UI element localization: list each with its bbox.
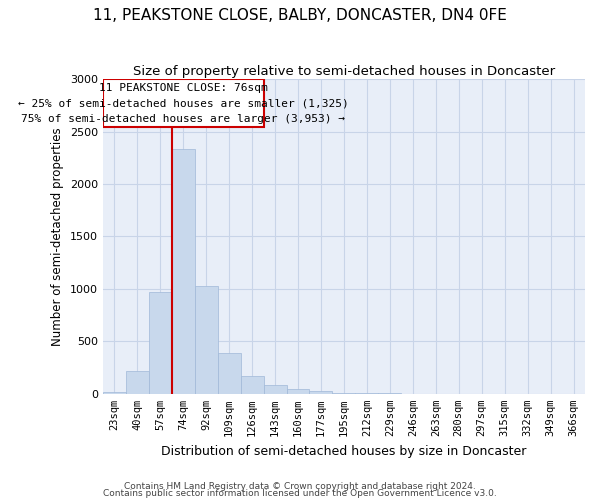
Bar	[218, 353, 241, 394]
X-axis label: Distribution of semi-detached houses by size in Doncaster: Distribution of semi-detached houses by …	[161, 444, 527, 458]
Bar	[241, 376, 263, 394]
Bar	[287, 388, 310, 394]
Y-axis label: Number of semi-detached properties: Number of semi-detached properties	[52, 127, 64, 346]
Bar	[172, 150, 195, 394]
Title: Size of property relative to semi-detached houses in Doncaster: Size of property relative to semi-detach…	[133, 65, 555, 78]
Bar	[103, 79, 263, 128]
Bar	[149, 292, 172, 394]
Bar	[332, 393, 355, 394]
Text: Contains HM Land Registry data © Crown copyright and database right 2024.: Contains HM Land Registry data © Crown c…	[124, 482, 476, 491]
Text: 11 PEAKSTONE CLOSE: 76sqm
← 25% of semi-detached houses are smaller (1,325)
75% : 11 PEAKSTONE CLOSE: 76sqm ← 25% of semi-…	[18, 82, 349, 124]
Bar	[195, 286, 218, 394]
Bar	[310, 390, 332, 394]
Text: Contains public sector information licensed under the Open Government Licence v3: Contains public sector information licen…	[103, 489, 497, 498]
Bar	[103, 392, 126, 394]
Bar	[263, 386, 287, 394]
Text: 11, PEAKSTONE CLOSE, BALBY, DONCASTER, DN4 0FE: 11, PEAKSTONE CLOSE, BALBY, DONCASTER, D…	[93, 8, 507, 22]
Bar	[126, 370, 149, 394]
